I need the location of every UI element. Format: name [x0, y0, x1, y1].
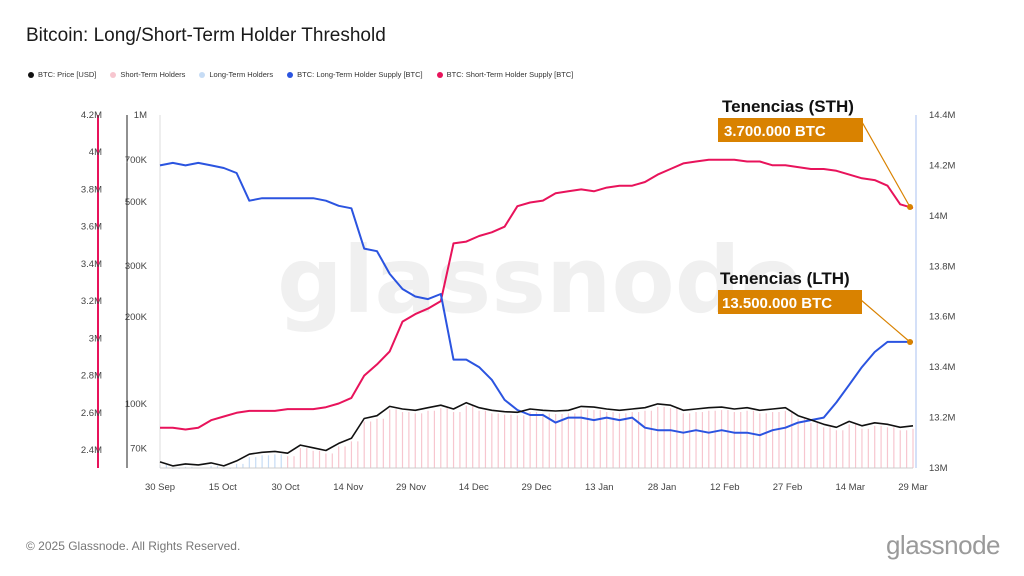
x-axis-tick: 30 Oct — [272, 482, 300, 493]
legend-swatch-lth-supply — [287, 71, 294, 78]
annotation-lth-point — [907, 339, 913, 345]
axes: 2.4M 2.6M 2.8M 3M 3.2M 3.4M 3.6M 3.8M 4M 4.2M 70K 1… — [81, 110, 956, 493]
x-axis-tick: 14 Nov — [333, 482, 363, 493]
legend-swatch-sth-supply — [436, 71, 443, 78]
price-line — [159, 401, 914, 467]
legend-label-lth-bars: Long-Term Holders — [209, 70, 274, 79]
annotation-lth-value: 13.500.000 BTC — [722, 295, 832, 312]
lth-axis-tick: 13.4M — [929, 362, 955, 373]
lth-axis-tick: 13M — [929, 463, 948, 474]
lth-axis-tick: 14M — [929, 211, 948, 222]
price-axis-tick: 1M — [134, 110, 147, 121]
legend-swatch-sth-bars — [110, 71, 117, 78]
x-axis-tick: 14 Dec — [459, 482, 489, 493]
price-axis-tick: 500K — [125, 197, 148, 208]
lth-axis-tick: 13.8M — [929, 261, 955, 272]
x-axis-tick: 15 Oct — [209, 482, 237, 493]
price-axis-tick: 300K — [125, 261, 148, 272]
x-axis-tick: 12 Feb — [710, 482, 740, 493]
x-axis-tick: 14 Mar — [835, 482, 865, 493]
sth-axis-tick: 3.2M — [81, 296, 102, 307]
annotation-lth-title: Tenencias (LTH) — [720, 269, 850, 288]
legend-label-sth-bars: Short-Term Holders — [120, 70, 186, 79]
legend-swatch-lth-bars — [199, 71, 206, 78]
lth-axis-tick: 13.2M — [929, 413, 955, 424]
annotation-sth-title: Tenencias (STH) — [722, 97, 854, 116]
legend-item-sth-bars[interactable]: Short-Term Holders — [110, 70, 185, 79]
legend-label-lth-supply: BTC: Long-Term Holder Supply [BTC] — [297, 70, 423, 79]
sth-axis-tick: 3.6M — [81, 222, 102, 233]
sth-axis-tick: 4M — [89, 147, 102, 158]
annotation-sth-value: 3.700.000 BTC — [724, 123, 826, 140]
watermark: glassnode — [277, 227, 803, 334]
lth-supply-line — [159, 161, 913, 437]
sth-axis-tick: 2.6M — [81, 408, 102, 419]
chart-title: Bitcoin: Long/Short-Term Holder Threshol… — [26, 25, 386, 46]
holder-bars — [159, 405, 914, 469]
sth-axis-tick: 3M — [89, 333, 102, 344]
sth-axis-tick: 3.8M — [81, 184, 102, 195]
x-axis-tick: 27 Feb — [773, 482, 803, 493]
sth-axis-tick: 2.4M — [81, 445, 102, 456]
sth-supply-line — [160, 158, 914, 431]
legend: BTC: Price [USD] Short-Term Holders Long… — [28, 70, 573, 79]
x-axis-tick: 30 Sep — [145, 482, 175, 493]
x-axis-tick: 28 Jan — [648, 482, 677, 493]
legend-label-price: BTC: Price [USD] — [38, 70, 97, 79]
price-axis-tick: 200K — [125, 312, 148, 323]
legend-swatch-price — [28, 71, 34, 78]
annotation-sth-box — [718, 118, 863, 142]
annotation-lth-box — [718, 290, 862, 314]
annotation-sth-point — [907, 204, 913, 210]
lth-axis-tick: 14.2M — [929, 160, 955, 171]
legend-item-lth-supply[interactable]: BTC: Long-Term Holder Supply [BTC] — [287, 70, 423, 79]
sth-axis-tick: 2.8M — [81, 371, 102, 382]
legend-item-price[interactable]: BTC: Price [USD] — [28, 70, 96, 79]
annotation-lth: Tenencias (LTH) 13.500.000 BTC — [718, 269, 913, 345]
lth-axis-tick: 14.4M — [929, 110, 955, 121]
legend-item-sth-supply[interactable]: BTC: Short-Term Holder Supply [BTC] — [436, 70, 574, 79]
annotation-lth-leader — [860, 299, 911, 343]
price-axis-tick: 70K — [130, 444, 148, 455]
legend-label-sth-supply: BTC: Short-Term Holder Supply [BTC] — [446, 70, 574, 79]
x-axis-tick: 29 Nov — [396, 482, 426, 493]
sth-axis-tick: 4.2M — [81, 110, 102, 121]
series-lines — [159, 158, 914, 467]
x-axis-tick: 29 Dec — [521, 482, 551, 493]
brand-logo: glassnode — [885, 530, 1001, 560]
legend-item-lth-bars[interactable]: Long-Term Holders — [199, 70, 273, 79]
x-axis-tick: 29 Mar — [898, 482, 928, 493]
copyright: © 2025 Glassnode. All Rights Reserved. — [26, 539, 241, 553]
annotation-sth: Tenencias (STH) 3.700.000 BTC — [718, 97, 913, 210]
annotation-sth-leader — [861, 121, 911, 208]
sth-axis-tick: 3.4M — [81, 259, 102, 270]
lth-axis-tick: 13.6M — [929, 312, 955, 323]
price-axis-tick: 700K — [125, 155, 148, 166]
x-axis-tick: 13 Jan — [585, 482, 614, 493]
price-axis-tick: 100K — [125, 399, 148, 410]
